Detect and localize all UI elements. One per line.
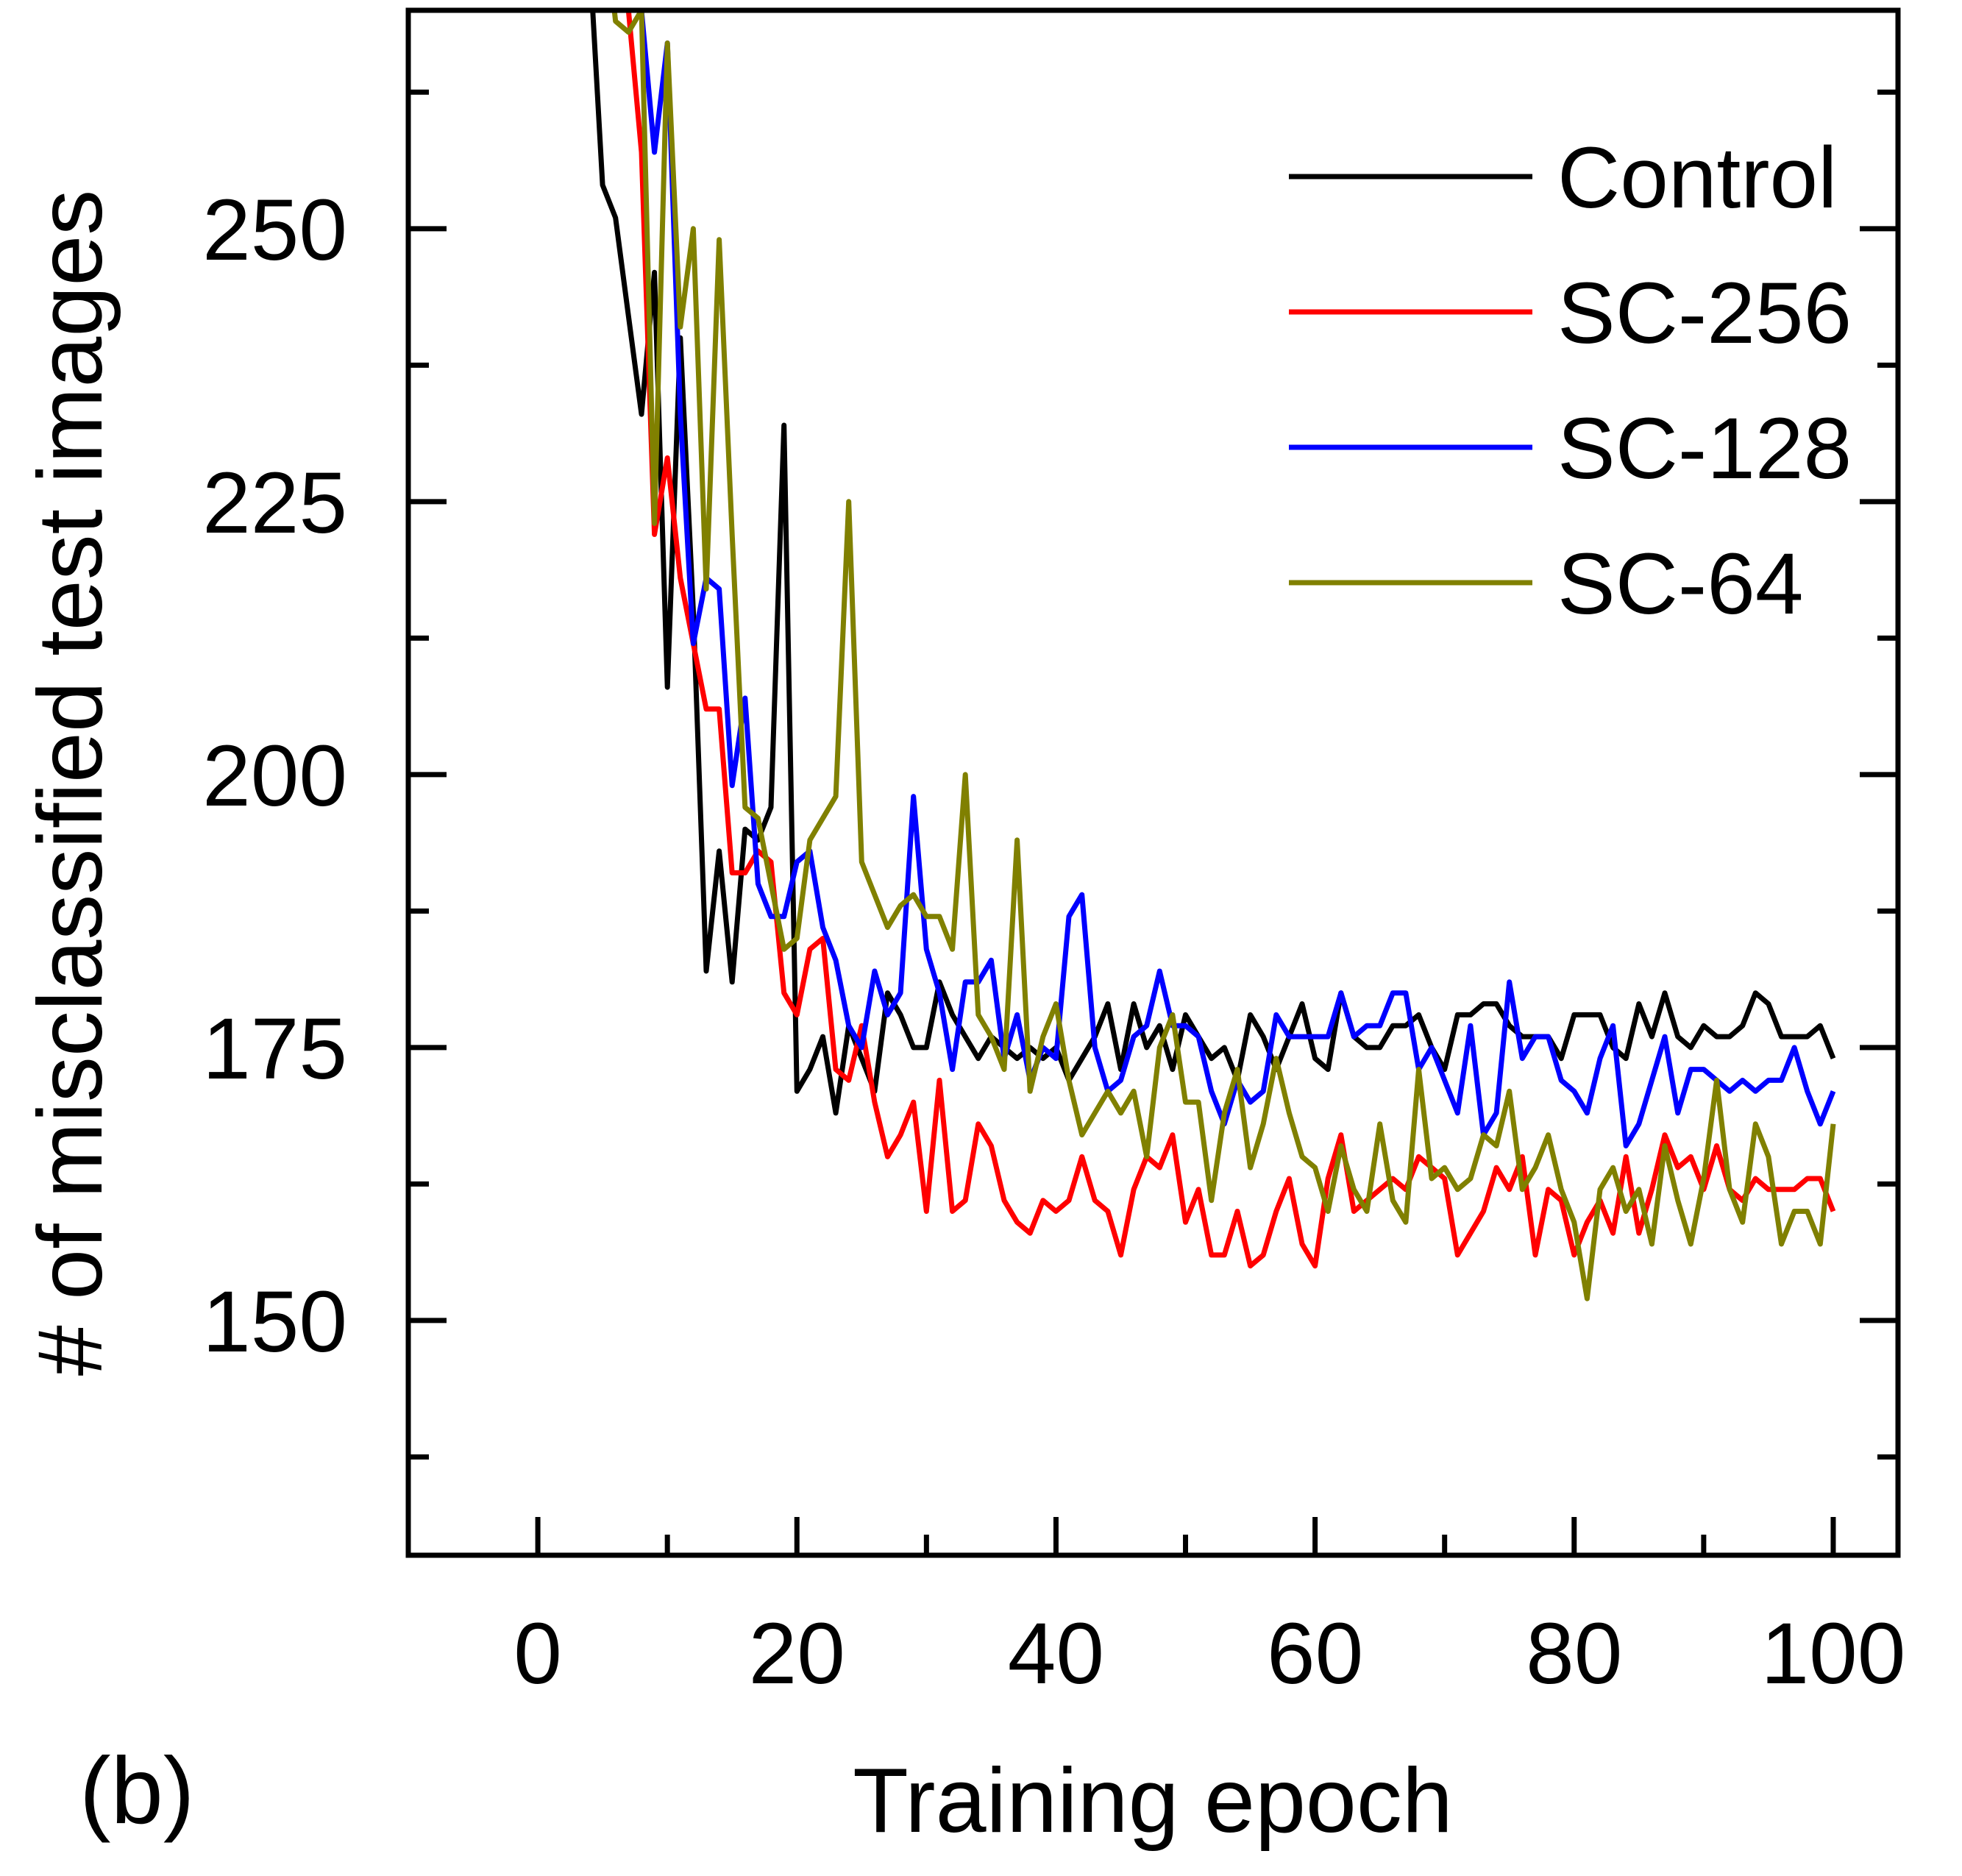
legend-label-3: SC-64 <box>1557 536 1803 633</box>
tick-label-layer: 150 175 200 225 250 0 20 40 60 80 100 <box>202 182 1905 1702</box>
legend-label-0: Control <box>1557 129 1837 227</box>
tick-layer <box>408 89 1898 1555</box>
legend-label-2: SC-128 <box>1557 400 1852 497</box>
y-axis-label: # of misclassified test images <box>20 190 121 1376</box>
x-tick-label-1: 20 <box>749 1605 845 1702</box>
series-line-0 <box>590 10 1836 1116</box>
plot-frame <box>405 7 1901 1558</box>
x-axis-label: Training epoch <box>853 1750 1453 1852</box>
series-line-2 <box>639 10 1836 1148</box>
panel-label: (b) <box>79 1738 194 1844</box>
y-tick-label-0: 150 <box>202 1273 347 1371</box>
series-line-1 <box>625 10 1836 1269</box>
y-tick-label-4: 250 <box>202 182 347 279</box>
series-layer <box>590 10 1836 1301</box>
x-tick-label-3: 60 <box>1267 1605 1363 1702</box>
x-tick-label-2: 40 <box>1008 1605 1104 1702</box>
x-tick-label-0: 0 <box>513 1605 562 1702</box>
x-tick-label-5: 100 <box>1761 1605 1906 1702</box>
legend-label-1: SC-256 <box>1557 265 1852 362</box>
y-tick-label-1: 175 <box>202 1001 347 1098</box>
x-tick-label-4: 80 <box>1526 1605 1622 1702</box>
series-line-3 <box>611 10 1836 1301</box>
y-tick-label-3: 225 <box>202 455 347 552</box>
y-tick-label-2: 200 <box>202 728 347 825</box>
legend: Control SC-256 SC-128 SC-64 <box>1289 129 1852 633</box>
